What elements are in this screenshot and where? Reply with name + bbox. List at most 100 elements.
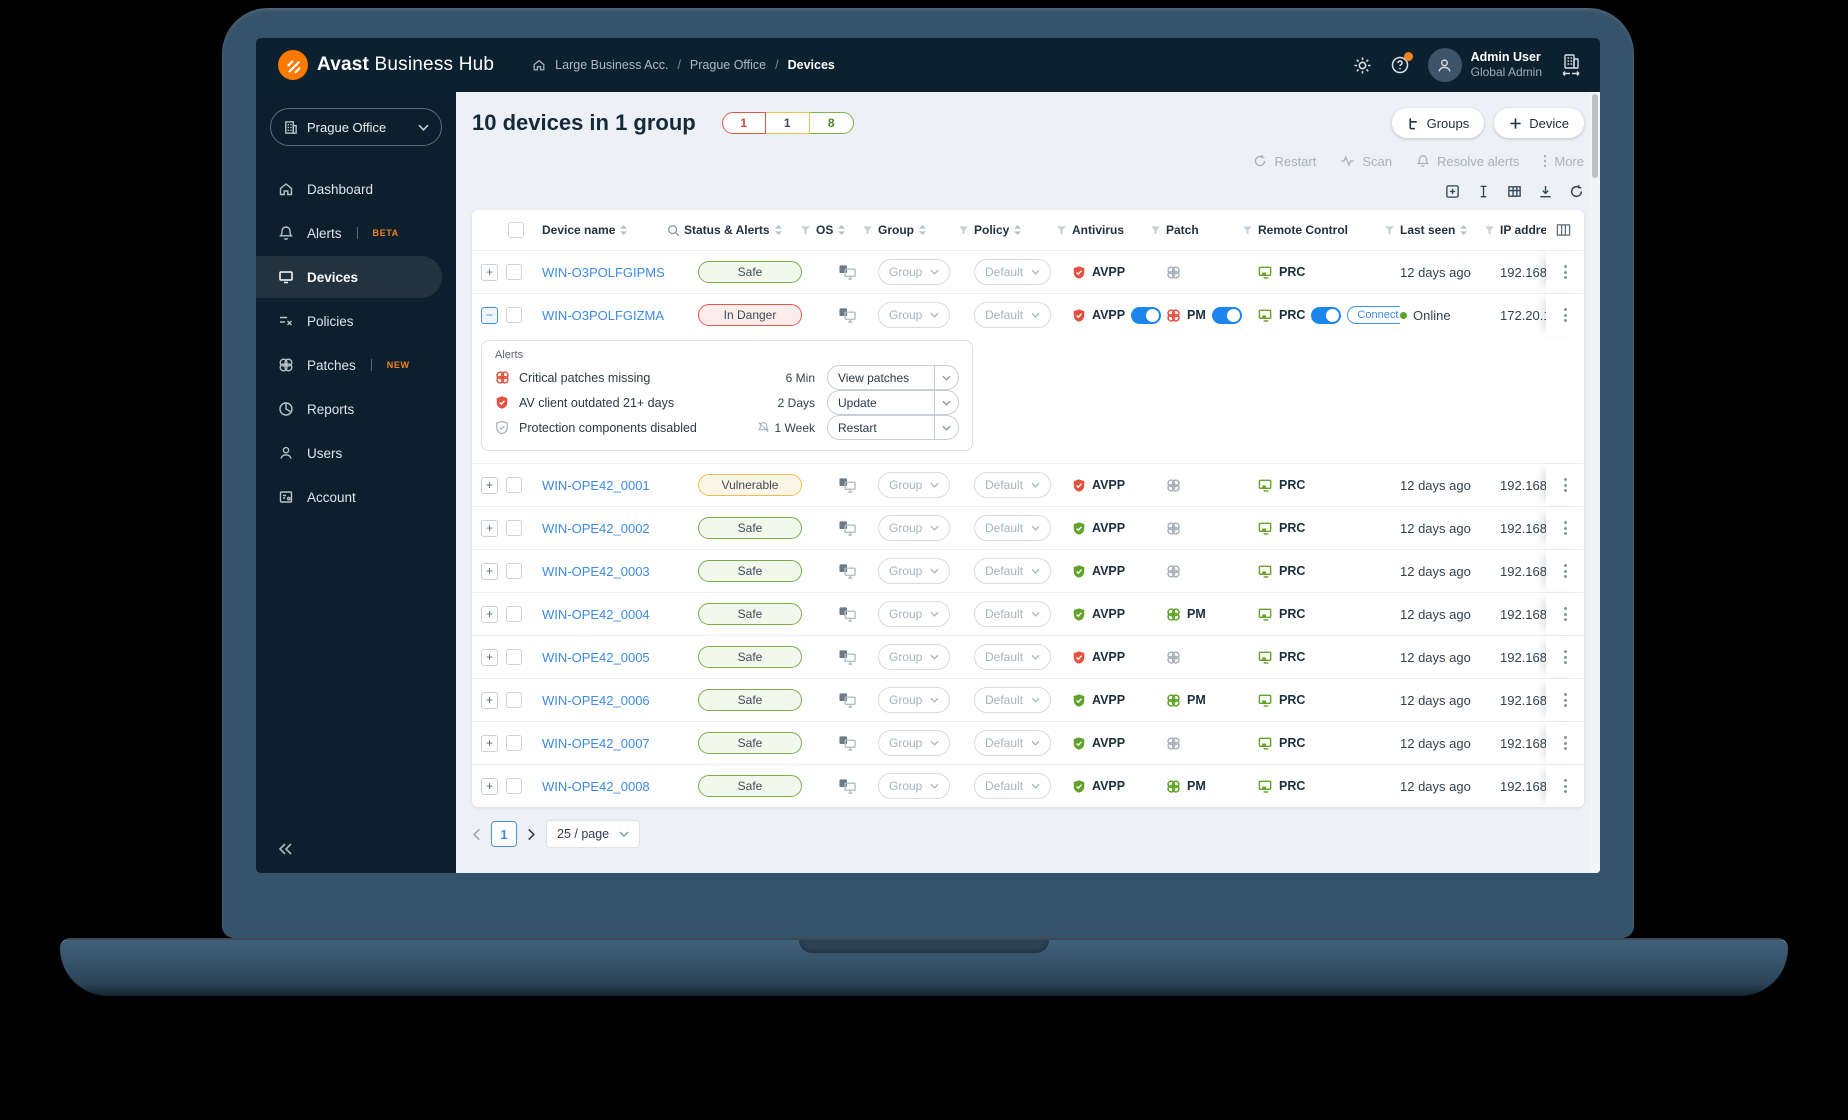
columns-settings-icon[interactable] xyxy=(1556,223,1571,237)
device-name-link[interactable]: WIN-O3POLFGIPMS xyxy=(542,265,665,280)
danger-count-badge[interactable]: 1 xyxy=(722,112,766,134)
expand-row-button[interactable]: + xyxy=(481,606,498,623)
warning-count-badge[interactable]: 1 xyxy=(766,112,810,134)
policy-select[interactable]: Default xyxy=(974,259,1051,285)
text-width-icon[interactable] xyxy=(1476,184,1491,199)
policy-select[interactable]: Default xyxy=(974,472,1051,498)
sidebar-collapse-button[interactable] xyxy=(276,841,294,857)
sort-icon[interactable] xyxy=(1013,224,1022,236)
next-page-button[interactable] xyxy=(527,828,536,841)
groups-button[interactable]: Groups xyxy=(1392,108,1485,138)
filter-icon[interactable] xyxy=(1241,224,1254,237)
policy-select[interactable]: Default xyxy=(974,687,1051,713)
remote-control-toggle[interactable] xyxy=(1311,307,1341,324)
row-menu-button[interactable] xyxy=(1560,689,1571,711)
sidebar-item-dashboard[interactable]: Dashboard xyxy=(256,168,442,210)
policy-select[interactable]: Default xyxy=(974,302,1051,328)
restart-action[interactable]: Restart xyxy=(1253,154,1316,169)
row-checkbox[interactable] xyxy=(506,606,522,622)
group-select[interactable]: Group xyxy=(878,601,950,627)
expand-rows-icon[interactable] xyxy=(1445,184,1460,199)
filter-icon[interactable] xyxy=(861,224,874,237)
sort-icon[interactable] xyxy=(837,224,846,236)
expand-row-button[interactable]: + xyxy=(481,264,498,281)
sort-icon[interactable] xyxy=(774,224,783,236)
device-name-link[interactable]: WIN-OPE42_0004 xyxy=(542,607,650,622)
row-checkbox[interactable] xyxy=(506,649,522,665)
group-select[interactable]: Group xyxy=(878,302,950,328)
refresh-icon[interactable] xyxy=(1569,184,1584,199)
row-menu-button[interactable] xyxy=(1560,603,1571,625)
filter-icon[interactable] xyxy=(957,224,970,237)
breadcrumb-item[interactable]: Large Business Acc. xyxy=(555,58,668,72)
expand-row-button[interactable]: + xyxy=(481,520,498,537)
scrollbar[interactable] xyxy=(1590,92,1600,873)
sort-icon[interactable] xyxy=(918,224,927,236)
row-menu-button[interactable] xyxy=(1560,261,1571,283)
group-select[interactable]: Group xyxy=(878,515,950,541)
row-checkbox[interactable] xyxy=(506,735,522,751)
filter-icon[interactable] xyxy=(1055,224,1068,237)
page-size-select[interactable]: 25 / page xyxy=(546,820,640,848)
device-name-link[interactable]: WIN-O3POLFGIZMA xyxy=(542,308,664,323)
sort-icon[interactable] xyxy=(619,224,628,236)
search-icon[interactable] xyxy=(667,224,680,237)
sidebar-item-account[interactable]: Account xyxy=(256,476,442,518)
home-icon[interactable] xyxy=(532,58,546,72)
policy-select[interactable]: Default xyxy=(974,644,1051,670)
group-select[interactable]: Group xyxy=(878,730,950,756)
row-checkbox[interactable] xyxy=(506,520,522,536)
expand-row-button[interactable]: + xyxy=(481,735,498,752)
safe-count-badge[interactable]: 8 xyxy=(810,112,854,134)
sidebar-item-policies[interactable]: Policies xyxy=(256,300,442,342)
device-name-link[interactable]: WIN-OPE42_0005 xyxy=(542,650,650,665)
connect-button[interactable]: Connect xyxy=(1347,306,1400,324)
row-menu-button[interactable] xyxy=(1560,560,1571,582)
page-number[interactable]: 1 xyxy=(491,821,517,847)
device-name-link[interactable]: WIN-OPE42_0008 xyxy=(542,779,650,794)
help-icon[interactable] xyxy=(1390,55,1410,75)
row-menu-button[interactable] xyxy=(1560,646,1571,668)
row-checkbox[interactable] xyxy=(506,264,522,280)
add-device-button[interactable]: Device xyxy=(1494,108,1584,138)
row-checkbox[interactable] xyxy=(506,778,522,794)
scan-action[interactable]: Scan xyxy=(1340,154,1392,169)
expand-row-button[interactable]: + xyxy=(481,477,498,494)
scrollbar-thumb[interactable] xyxy=(1592,94,1598,178)
row-checkbox[interactable] xyxy=(506,563,522,579)
row-menu-button[interactable] xyxy=(1560,775,1571,797)
sidebar-item-reports[interactable]: Reports xyxy=(256,388,442,430)
group-select[interactable]: Group xyxy=(878,773,950,799)
expand-row-button[interactable]: + xyxy=(481,692,498,709)
switch-company-icon[interactable] xyxy=(1560,53,1582,77)
expand-row-button[interactable]: + xyxy=(481,649,498,666)
device-name-link[interactable]: WIN-OPE42_0007 xyxy=(542,736,650,751)
filter-icon[interactable] xyxy=(1149,224,1162,237)
group-select[interactable]: Group xyxy=(878,558,950,584)
policy-select[interactable]: Default xyxy=(974,601,1051,627)
antivirus-toggle[interactable] xyxy=(1131,307,1161,324)
group-select[interactable]: Group xyxy=(878,687,950,713)
device-name-link[interactable]: WIN-OPE42_0006 xyxy=(542,693,650,708)
breadcrumb-item[interactable]: Prague Office xyxy=(690,58,766,72)
view-patches-select[interactable]: View patches xyxy=(827,365,959,390)
restart-select[interactable]: Restart xyxy=(827,415,959,440)
row-menu-button[interactable] xyxy=(1560,304,1571,326)
sidebar-item-users[interactable]: Users xyxy=(256,432,442,474)
prev-page-button[interactable] xyxy=(472,828,481,841)
table-density-icon[interactable] xyxy=(1507,184,1522,199)
row-checkbox[interactable] xyxy=(506,477,522,493)
row-checkbox[interactable] xyxy=(506,692,522,708)
update-select[interactable]: Update xyxy=(827,390,959,415)
select-all-checkbox[interactable] xyxy=(508,222,524,238)
site-selector[interactable]: Prague Office xyxy=(270,108,442,146)
policy-select[interactable]: Default xyxy=(974,515,1051,541)
user-menu[interactable]: Admin User Global Admin xyxy=(1428,48,1542,82)
more-action[interactable]: More xyxy=(1543,154,1584,169)
row-menu-button[interactable] xyxy=(1560,732,1571,754)
policy-select[interactable]: Default xyxy=(974,773,1051,799)
filter-icon[interactable] xyxy=(799,224,812,237)
policy-select[interactable]: Default xyxy=(974,730,1051,756)
group-select[interactable]: Group xyxy=(878,472,950,498)
filter-icon[interactable] xyxy=(1483,224,1496,237)
